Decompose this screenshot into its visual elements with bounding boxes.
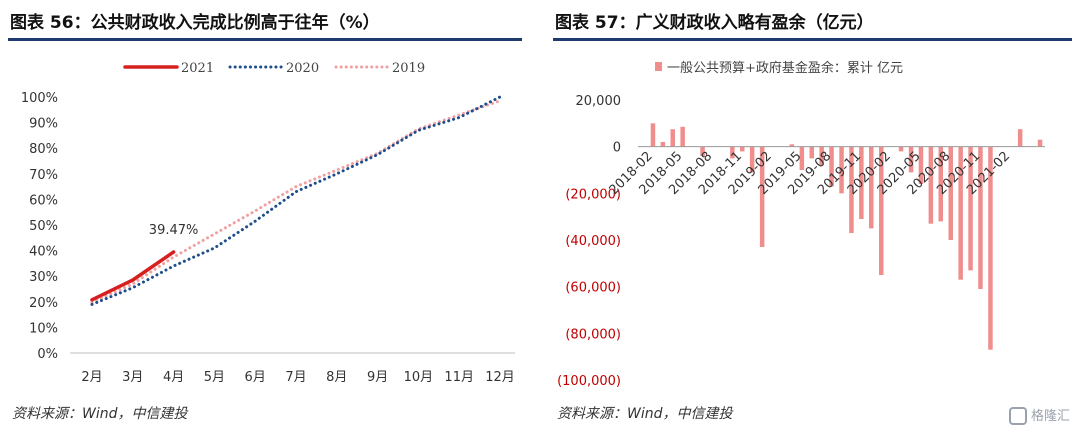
right-y-tick-label: (40,000) — [565, 234, 621, 249]
right-bar — [978, 146, 983, 289]
left-line-chart: 0% 10% 20% 30% 40% 50% 60% 70% 80% 90% 100% 2月 3月 4月 5… — [21, 61, 515, 385]
left-x-tick-label: 5月 — [204, 370, 225, 385]
right-bar — [958, 146, 963, 280]
left-y-tick-label: 100% — [21, 91, 58, 106]
right-bar — [1017, 129, 1023, 147]
left-x-tick-label: 4月 — [163, 370, 184, 385]
left-series-line-2021 — [90, 250, 176, 302]
left-x-tick-label: 9月 — [367, 370, 388, 385]
right-bar — [809, 146, 814, 159]
right-bar — [730, 146, 735, 159]
left-y-tick-label: 0% — [37, 347, 58, 362]
right-bar — [829, 146, 834, 187]
right-bar — [898, 146, 904, 152]
right-bar — [938, 146, 943, 222]
right-source-note: 资料来源：Wind，中信建投 — [557, 406, 733, 422]
right-bar — [859, 146, 864, 219]
left-y-tick-label: 60% — [29, 193, 58, 208]
right-figure-title: 图表 57：广义财政收入略有盈余（亿元） — [555, 13, 874, 33]
right-y-tick-label: (80,000) — [565, 327, 621, 342]
left-y-tick-label: 20% — [29, 296, 58, 311]
right-title-rule — [553, 38, 1072, 41]
right-bar — [948, 146, 953, 240]
left-x-tick-label: 2月 — [81, 370, 102, 385]
left-y-tick-label: 50% — [29, 219, 58, 234]
left-x-tick-label: 6月 — [245, 370, 266, 385]
right-bar — [839, 146, 844, 194]
right-bar — [789, 144, 795, 147]
right-bar — [680, 126, 685, 147]
right-bar — [799, 146, 805, 170]
left-data-label: 39.47% — [149, 223, 199, 238]
watermark: 格隆汇 — [1008, 405, 1070, 425]
right-bar — [879, 146, 884, 275]
right-chart-panel: 图表 57：广义财政收入略有盈余（亿元） 一般公共预算+政府基金盈余：累计 亿元… — [545, 0, 1080, 429]
left-legend-label-2020: 2020 — [286, 61, 319, 76]
left-y-tick-label: 10% — [29, 321, 58, 336]
left-y-tick-label: 30% — [29, 270, 58, 285]
right-bar — [849, 146, 854, 233]
left-title-rule — [8, 38, 522, 41]
right-bar — [918, 146, 924, 184]
left-y-tick-label: 80% — [29, 142, 58, 157]
right-bar — [819, 146, 824, 166]
left-y-tick-label: 70% — [29, 168, 58, 183]
right-bar-chart: 一般公共预算+政府基金盈余：累计 亿元 20,000 0 (20,000) (40,00… — [557, 60, 1045, 389]
left-x-tick-label: 12月 — [485, 370, 515, 385]
right-y-tick-label: (100,000) — [557, 374, 621, 389]
left-series-line-2019 — [90, 99, 502, 304]
left-x-tick-label: 8月 — [326, 370, 347, 385]
right-bar — [928, 146, 934, 224]
right-bar — [660, 142, 666, 147]
right-bar — [1037, 139, 1043, 147]
right-bar — [908, 146, 914, 173]
left-y-tick-label: 40% — [29, 245, 58, 260]
right-y-tick-label: (20,000) — [565, 187, 621, 202]
right-bar — [650, 123, 656, 147]
right-legend-swatch — [655, 62, 662, 71]
left-legend-label-2021: 2021 — [181, 61, 214, 76]
right-bar — [700, 146, 705, 156]
right-y-tick-label: (60,000) — [565, 281, 621, 296]
left-figure-title: 图表 56：公共财政收入完成比例高于往年（%） — [10, 13, 380, 33]
left-x-tick-label: 11月 — [444, 370, 474, 385]
left-x-tick-label: 7月 — [285, 370, 306, 385]
left-source-note: 资料来源：Wind，中信建投 — [12, 406, 188, 422]
watermark-text: 格隆汇 — [1030, 408, 1070, 424]
left-y-tick-label: 90% — [29, 117, 58, 132]
right-bar — [749, 146, 755, 173]
right-bar — [740, 146, 745, 152]
right-bar — [968, 146, 973, 271]
left-legend-label-2019: 2019 — [392, 61, 425, 76]
right-y-tick-label: 0 — [613, 141, 621, 156]
left-x-tick-label: 3月 — [122, 370, 143, 385]
right-y-tick-label: 20,000 — [576, 94, 622, 109]
left-chart-panel: 图表 56：公共财政收入完成比例高于往年（%） 0% 10% 20% 30% 40% 50… — [0, 0, 530, 429]
right-bar — [670, 129, 675, 147]
right-bar — [759, 146, 765, 247]
left-x-tick-label: 10月 — [404, 370, 434, 385]
right-bar — [869, 146, 874, 229]
right-bar — [988, 146, 993, 350]
left-series-line-2020 — [90, 95, 502, 306]
right-legend-label: 一般公共预算+政府基金盈余：累计 亿元 — [667, 60, 903, 76]
watermark-logo-icon — [1008, 407, 1027, 425]
